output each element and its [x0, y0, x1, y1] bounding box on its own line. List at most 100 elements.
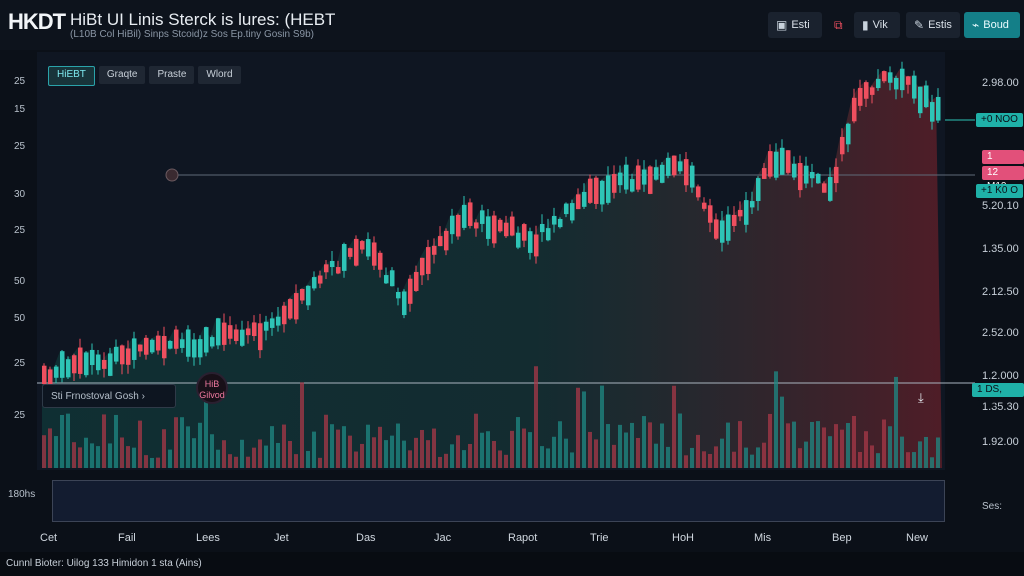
candle[interactable] — [450, 215, 455, 235]
candle[interactable] — [120, 345, 125, 365]
candle[interactable] — [726, 214, 731, 241]
candle[interactable] — [102, 359, 107, 369]
candle[interactable] — [540, 223, 545, 233]
candle[interactable] — [534, 234, 539, 257]
candle[interactable] — [912, 75, 917, 99]
candle[interactable] — [288, 299, 293, 319]
candle[interactable] — [900, 68, 905, 91]
price-tag[interactable]: +0 NOO — [976, 113, 1023, 127]
candle[interactable] — [744, 200, 749, 225]
candle[interactable] — [756, 178, 761, 202]
candle[interactable] — [240, 329, 245, 346]
candle[interactable] — [474, 222, 479, 229]
crosshair-dot[interactable] — [165, 168, 179, 182]
candle[interactable] — [306, 285, 311, 306]
candle[interactable] — [42, 365, 47, 385]
candle[interactable] — [870, 87, 875, 95]
candle[interactable] — [426, 247, 431, 274]
toolbar-button-vik[interactable]: ▮ Vik — [854, 12, 900, 38]
oscillator-panel[interactable] — [52, 480, 945, 522]
candle[interactable] — [636, 165, 641, 190]
candle[interactable] — [210, 337, 215, 347]
candle[interactable] — [780, 147, 785, 175]
candle[interactable] — [732, 214, 737, 226]
price-tag[interactable]: +1 K0 O — [976, 184, 1023, 198]
candle[interactable] — [588, 178, 593, 203]
candle[interactable] — [834, 166, 839, 184]
toolbar-button-estis[interactable]: ✎ Estis — [906, 12, 960, 38]
toolbar-button-esti[interactable]: ▣ Esti — [768, 12, 822, 38]
candle[interactable] — [174, 329, 179, 349]
candle[interactable] — [846, 123, 851, 145]
candle[interactable] — [552, 215, 557, 225]
candle[interactable] — [924, 85, 929, 108]
candle[interactable] — [606, 175, 611, 203]
candle[interactable] — [252, 322, 257, 337]
candle[interactable] — [378, 252, 383, 270]
candle[interactable] — [180, 339, 185, 348]
candle[interactable] — [126, 348, 131, 365]
candle[interactable] — [324, 264, 329, 273]
tab-graqte[interactable]: Graqte — [98, 66, 146, 84]
candle[interactable] — [600, 180, 605, 205]
candle[interactable] — [876, 78, 881, 89]
candle[interactable] — [672, 155, 677, 176]
candle[interactable] — [276, 316, 281, 326]
tab-praste[interactable]: Praste — [149, 66, 195, 84]
candle[interactable] — [690, 165, 695, 188]
candle[interactable] — [156, 335, 161, 351]
candle[interactable] — [660, 164, 665, 183]
candle[interactable] — [762, 168, 767, 179]
candle[interactable] — [96, 354, 101, 371]
candle[interactable] — [648, 166, 653, 194]
candle[interactable] — [792, 163, 797, 178]
candle[interactable] — [720, 220, 725, 243]
candle[interactable] — [882, 71, 887, 82]
candle[interactable] — [822, 183, 827, 193]
candle[interactable] — [696, 186, 701, 198]
candle[interactable] — [270, 318, 275, 328]
candle[interactable] — [396, 291, 401, 299]
candle[interactable] — [594, 177, 599, 204]
candle[interactable] — [444, 230, 449, 251]
candle[interactable] — [498, 219, 503, 232]
candle[interactable] — [492, 215, 497, 244]
candle[interactable] — [336, 267, 341, 274]
candle[interactable] — [894, 77, 899, 90]
candle[interactable] — [768, 151, 773, 177]
candle[interactable] — [456, 214, 461, 237]
candle[interactable] — [888, 72, 893, 83]
candle[interactable] — [630, 179, 635, 192]
candle[interactable] — [678, 161, 683, 172]
candle[interactable] — [84, 352, 89, 376]
candle[interactable] — [906, 76, 911, 85]
candle[interactable] — [246, 328, 251, 336]
candle[interactable] — [510, 216, 515, 236]
candle[interactable] — [810, 172, 815, 179]
candle[interactable] — [750, 201, 755, 208]
candle[interactable] — [66, 359, 71, 378]
candle[interactable] — [516, 232, 521, 248]
candle[interactable] — [114, 346, 119, 362]
candle[interactable] — [708, 205, 713, 223]
candle[interactable] — [468, 202, 473, 226]
candle[interactable] — [936, 96, 941, 121]
candle[interactable] — [402, 291, 407, 316]
candle[interactable] — [414, 271, 419, 291]
candle[interactable] — [486, 216, 491, 239]
candle[interactable] — [48, 369, 53, 389]
candle[interactable] — [150, 339, 155, 353]
candle[interactable] — [624, 164, 629, 190]
candle[interactable] — [684, 159, 689, 186]
candle[interactable] — [366, 239, 371, 257]
candle[interactable] — [438, 236, 443, 247]
candle[interactable] — [738, 209, 743, 217]
candle[interactable] — [144, 337, 149, 355]
candle[interactable] — [354, 238, 359, 266]
alert-icon-button[interactable]: ⧉ — [830, 12, 850, 38]
candle[interactable] — [234, 329, 239, 341]
candle[interactable] — [930, 102, 935, 122]
candle[interactable] — [330, 260, 335, 268]
candle[interactable] — [642, 169, 647, 185]
